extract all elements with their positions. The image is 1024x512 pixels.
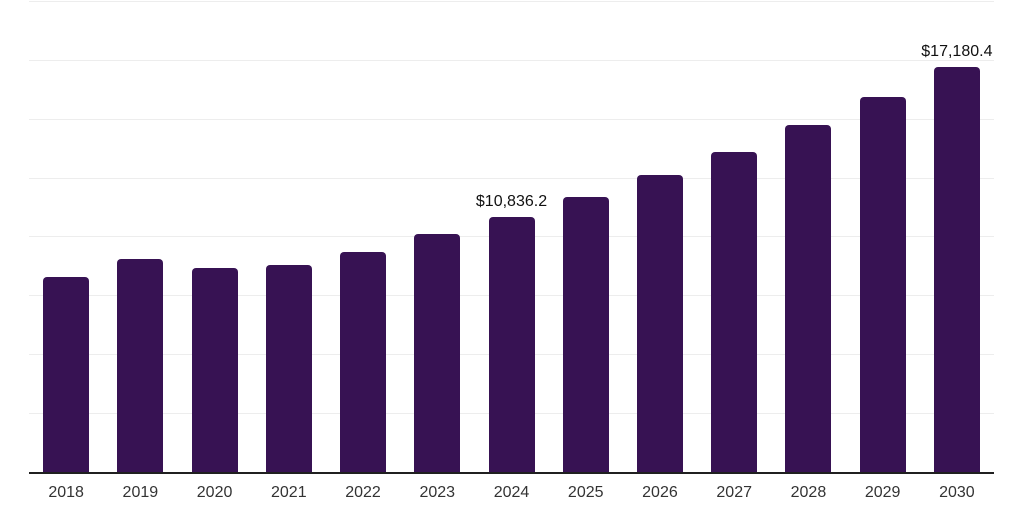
x-tick-label-2018: 2018: [48, 484, 84, 501]
x-tick-label-2022: 2022: [345, 484, 381, 501]
plot-area: $10,836.2 $17,180.4: [29, 1, 994, 472]
data-label-2030: $17,180.4: [921, 43, 993, 60]
data-label-2024: $10,836.2: [475, 193, 548, 210]
x-tick-label-2019: 2019: [122, 484, 159, 501]
x-axis-labels: 2018 2019 2020 2021 2022 2023 2024 2025 2026 2027…: [29, 482, 994, 504]
gridline: [29, 119, 994, 120]
bar-2019: [117, 259, 164, 472]
bar-2021: [265, 265, 312, 472]
x-tick-label-2026: 2026: [642, 484, 678, 501]
x-tick-label-2023: 2023: [419, 484, 456, 501]
bar-2023: [414, 234, 461, 472]
gridline: [29, 1, 994, 2]
x-tick-label-2029: 2029: [864, 484, 901, 501]
x-tick-label-2027: 2027: [716, 484, 752, 501]
x-tick-label-2020: 2020: [196, 484, 233, 501]
bar-2027: [711, 152, 758, 472]
x-tick-label-2021: 2021: [271, 484, 307, 501]
bar-2028: [785, 125, 832, 472]
x-tick-label-2024: 2024: [493, 484, 530, 501]
bar-2022: [340, 252, 387, 472]
bar-2029: [859, 97, 906, 472]
x-tick-label-2030: 2030: [939, 484, 975, 501]
gridline: [29, 60, 994, 61]
x-tick-label-2025: 2025: [567, 484, 604, 501]
x-tick-label-2028: 2028: [790, 484, 827, 501]
bar-2020: [191, 268, 238, 472]
bar-2018: [43, 277, 90, 472]
x-axis-line: [29, 472, 994, 474]
bar-2030: [933, 67, 980, 472]
bar-2026: [636, 175, 683, 472]
gridline: [29, 178, 994, 179]
bar-2024: [488, 217, 535, 472]
bar-2025: [562, 197, 609, 472]
